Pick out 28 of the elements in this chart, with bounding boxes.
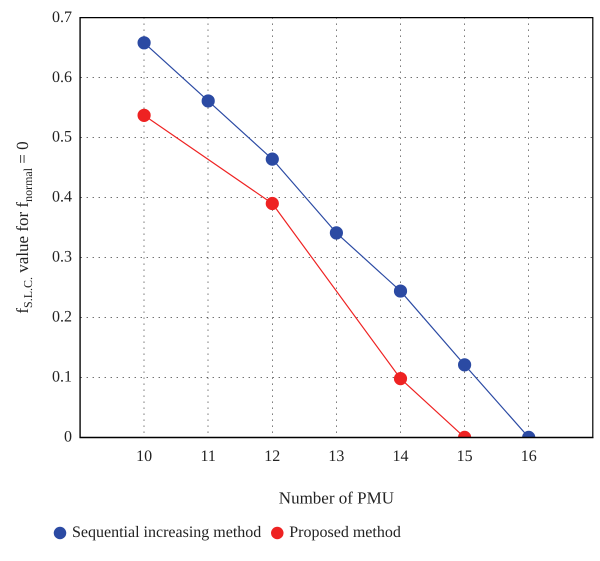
point [330, 226, 343, 240]
y-tick-label: 0.3 [52, 248, 72, 266]
point [138, 108, 151, 122]
y-tick-label: 0.7 [52, 8, 72, 26]
x-tick-label: 14 [392, 448, 408, 466]
point [266, 152, 279, 166]
x-tick-label: 12 [264, 448, 280, 466]
y-tick-label: 0.4 [52, 188, 72, 206]
y-tick-label: 0.5 [52, 128, 72, 146]
y-tick-label: 0 [64, 428, 72, 446]
x-tick-label: 10 [136, 448, 152, 466]
point [202, 94, 215, 108]
x-tick-label: 13 [328, 448, 344, 466]
legend-label: Sequential increasing method [72, 524, 262, 542]
point [458, 358, 472, 372]
point [138, 36, 151, 50]
x-tick-label: 15 [456, 448, 473, 466]
point [266, 196, 279, 210]
y-axis-title: fS.L.C. value for fnormal = 0 [13, 141, 35, 314]
y-tick-label: 0.1 [52, 368, 72, 386]
y-tick-label: 0.6 [52, 68, 72, 86]
legend-label: Proposed method [289, 524, 401, 542]
x-tick-label: 11 [200, 448, 216, 466]
y-tick-label: 0.2 [52, 308, 72, 326]
x-tick-label: 16 [520, 448, 537, 466]
x-axis-title: Number of PMU [278, 488, 394, 508]
point [394, 284, 408, 298]
point [394, 372, 408, 386]
